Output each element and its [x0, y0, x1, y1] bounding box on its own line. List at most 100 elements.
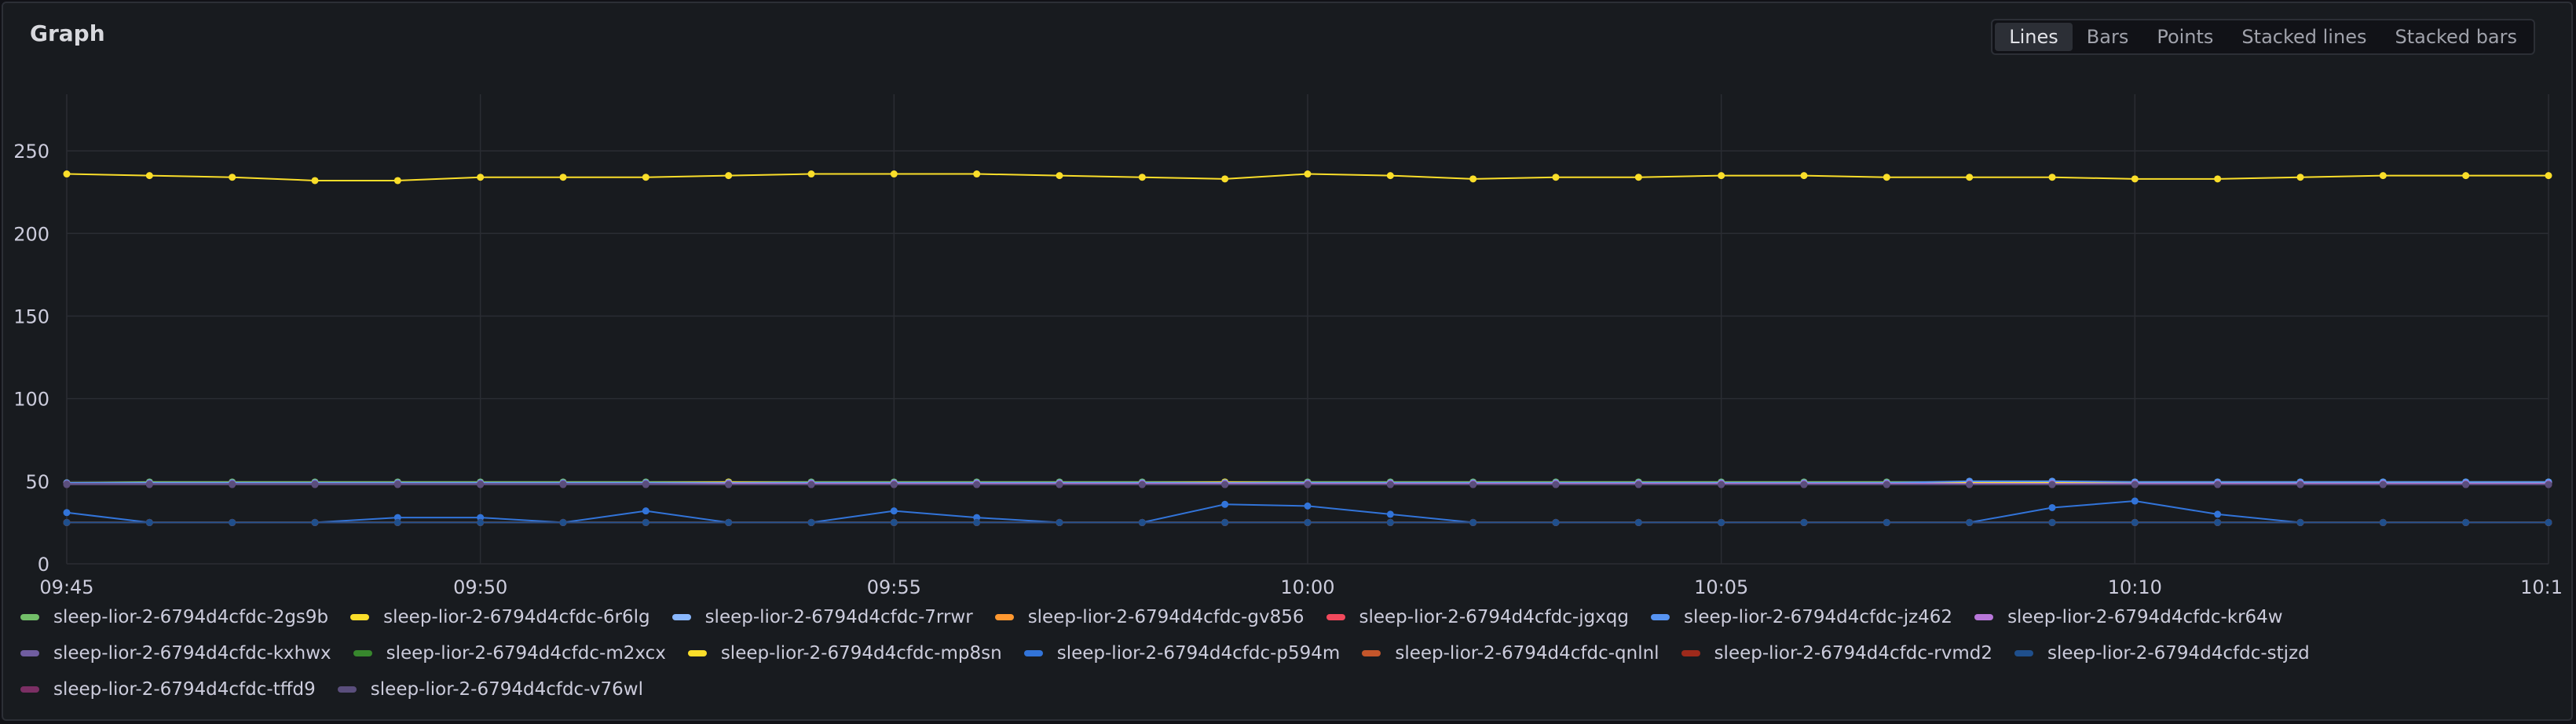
data-point: [725, 172, 733, 180]
legend-item[interactable]: sleep-lior-2-6794d4cfdc-kxhwx: [20, 641, 331, 666]
data-point: [1138, 518, 1146, 526]
view-option-stacked-bars[interactable]: Stacked bars: [2395, 26, 2517, 48]
data-point: [63, 509, 71, 517]
x-tick-label: 09:50: [453, 576, 507, 597]
legend-swatch: [20, 650, 39, 656]
legend-label: sleep-lior-2-6794d4cfdc-m2xcx: [386, 643, 666, 664]
data-point: [1056, 172, 1063, 180]
data-point: [559, 518, 567, 526]
data-point: [2048, 174, 2056, 181]
view-option-points[interactable]: Points: [2157, 26, 2214, 48]
x-tick-label: 10:05: [1694, 576, 1748, 597]
data-point: [145, 172, 153, 180]
legend-swatch: [1023, 650, 1043, 656]
data-point: [2214, 510, 2222, 518]
view-option-stacked-lines[interactable]: Stacked lines: [2241, 26, 2367, 48]
legend-item[interactable]: sleep-lior-2-6794d4cfdc-stjzd: [2014, 641, 2310, 666]
legend-label: sleep-lior-2-6794d4cfdc-jgxqg: [1359, 607, 1630, 627]
data-point: [1138, 481, 1146, 488]
legend-label: sleep-lior-2-6794d4cfdc-rvmd2: [1714, 643, 1992, 664]
data-point: [2296, 174, 2304, 181]
data-point: [1304, 518, 1312, 526]
x-tick-label: 10:00: [1280, 576, 1334, 597]
data-point: [1221, 518, 1229, 526]
data-point: [1469, 175, 1477, 183]
data-point: [63, 170, 71, 178]
data-point: [311, 481, 319, 488]
data-point: [642, 518, 649, 526]
data-point: [890, 518, 898, 526]
legend-item[interactable]: sleep-lior-2-6794d4cfdc-m2xcx: [353, 641, 666, 666]
data-point: [807, 518, 815, 526]
legend-swatch: [20, 686, 39, 693]
data-point: [2131, 497, 2139, 505]
data-point: [1718, 172, 1725, 180]
y-tick-label: 100: [13, 389, 49, 411]
data-point: [2462, 172, 2470, 180]
legend-swatch: [2014, 650, 2033, 656]
legend-item[interactable]: sleep-lior-2-6794d4cfdc-mp8sn: [687, 641, 1002, 666]
data-point: [2048, 503, 2056, 511]
legend-item[interactable]: sleep-lior-2-6794d4cfdc-qnlnl: [1362, 641, 1659, 666]
data-point: [2545, 481, 2552, 488]
legend-item[interactable]: sleep-lior-2-6794d4cfdc-p594m: [1023, 641, 1340, 666]
legend-item[interactable]: sleep-lior-2-6794d4cfdc-gv856: [994, 605, 1304, 630]
legend-item[interactable]: sleep-lior-2-6794d4cfdc-v76wl: [337, 677, 643, 702]
data-point: [2545, 518, 2552, 526]
data-point: [229, 174, 236, 181]
x-tick-label: 09:55: [867, 576, 921, 597]
data-point: [807, 170, 815, 178]
view-option-lines[interactable]: Lines: [1995, 23, 2073, 51]
legend-item[interactable]: sleep-lior-2-6794d4cfdc-kr64w: [1974, 605, 2283, 630]
data-point: [145, 518, 153, 526]
x-tick-label: 10:1: [2520, 576, 2563, 597]
data-point: [1883, 481, 1890, 488]
legend-label: sleep-lior-2-6794d4cfdc-2gs9b: [53, 607, 329, 627]
data-point: [2131, 175, 2139, 183]
y-tick-label: 150: [13, 305, 49, 327]
legend-item[interactable]: sleep-lior-2-6794d4cfdc-7rrwr: [671, 605, 973, 630]
view-option-bars[interactable]: Bars: [2086, 26, 2129, 48]
data-point: [1718, 518, 1725, 526]
data-point: [890, 481, 898, 488]
data-point: [2462, 481, 2470, 488]
data-point: [973, 481, 981, 488]
legend-swatch: [1326, 614, 1345, 620]
legend-item[interactable]: sleep-lior-2-6794d4cfdc-rvmd2: [1681, 641, 1992, 666]
legend-item[interactable]: sleep-lior-2-6794d4cfdc-tffd9: [20, 677, 316, 702]
legend-item[interactable]: sleep-lior-2-6794d4cfdc-6r6lg: [350, 605, 650, 630]
data-point: [2048, 518, 2056, 526]
data-point: [725, 481, 733, 488]
data-point: [1304, 502, 1312, 510]
legend-label: sleep-lior-2-6794d4cfdc-gv856: [1027, 607, 1304, 627]
legend-label: sleep-lior-2-6794d4cfdc-v76wl: [370, 679, 643, 700]
data-point: [145, 481, 153, 488]
legend-item[interactable]: sleep-lior-2-6794d4cfdc-2gs9b: [20, 605, 328, 630]
legend-label: sleep-lior-2-6794d4cfdc-jz462: [1684, 607, 1953, 627]
data-point: [1221, 500, 1229, 508]
data-point: [1800, 172, 1808, 180]
data-point: [2048, 481, 2056, 488]
data-point: [1386, 510, 1394, 518]
data-point: [229, 518, 236, 526]
data-point: [311, 177, 319, 185]
data-point: [973, 170, 981, 178]
data-point: [229, 481, 236, 488]
view-mode-toggle: Lines Bars Points Stacked lines Stacked …: [1991, 19, 2535, 55]
data-point: [890, 507, 898, 515]
y-tick-label: 250: [13, 141, 49, 163]
legend-item[interactable]: sleep-lior-2-6794d4cfdc-jz462: [1651, 605, 1952, 630]
data-point: [1634, 481, 1642, 488]
data-point: [1221, 175, 1229, 183]
data-point: [1966, 518, 1974, 526]
data-point: [1634, 518, 1642, 526]
legend-label: sleep-lior-2-6794d4cfdc-qnlnl: [1395, 643, 1659, 664]
data-point: [2296, 518, 2304, 526]
legend-item[interactable]: sleep-lior-2-6794d4cfdc-jgxqg: [1326, 605, 1630, 630]
line-chart[interactable]: 0 50 100 150 200 250 09:45 09:50 09:55 10:00 10:05…: [0, 0, 2576, 597]
data-point: [1966, 481, 1974, 488]
data-point: [1221, 481, 1229, 488]
data-point: [559, 174, 567, 181]
data-point: [63, 481, 71, 488]
